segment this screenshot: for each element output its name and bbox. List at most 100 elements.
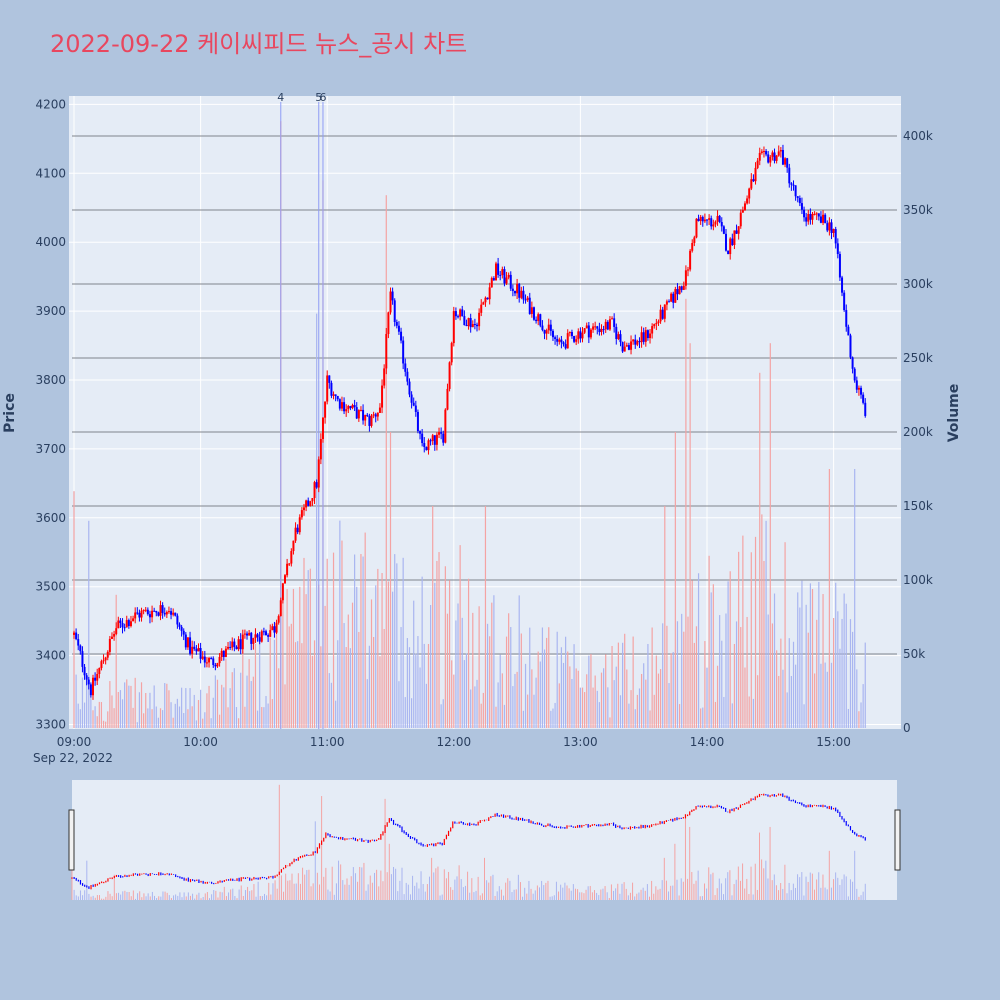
candle-body (703, 219, 706, 222)
candle-body (345, 409, 348, 412)
candle-body (400, 331, 403, 341)
candle-body (144, 609, 147, 611)
slider-volume-bar (431, 857, 433, 900)
range-slider-right-handle[interactable] (894, 809, 901, 871)
slider-volume-bar (659, 888, 661, 900)
volume-bar (252, 676, 254, 728)
slider-volume-bar (477, 876, 479, 900)
volume-bar (858, 711, 860, 728)
candle-body (404, 363, 407, 372)
slider-volume-bar (151, 891, 153, 900)
slider-volume-bar (469, 892, 471, 900)
candle-body (851, 357, 854, 369)
volume-bar (672, 652, 674, 728)
volume-bar (537, 651, 539, 728)
candle-body (142, 610, 145, 612)
slider-volume-bar (771, 880, 773, 900)
volume-bar (605, 654, 607, 728)
price-tick-label: 3600 (35, 511, 66, 525)
candle-body (362, 409, 365, 421)
candle-body (743, 203, 746, 211)
candle-body (796, 196, 799, 198)
slider-volume-bar (551, 896, 553, 900)
candle-body (235, 646, 238, 650)
candle-body (602, 329, 605, 331)
candle-body (608, 319, 611, 330)
volume-bar (748, 696, 750, 728)
volume-bar (716, 665, 719, 728)
volume-bar (187, 709, 189, 728)
candle-body (397, 325, 400, 332)
volume-bar (373, 636, 375, 728)
candle-body (752, 179, 755, 182)
volume-bar (811, 588, 814, 728)
candle-body (302, 507, 305, 511)
candle-body (292, 540, 295, 552)
price-tick-label: 4000 (35, 235, 66, 249)
volume-bar (259, 631, 261, 728)
volume-bar (655, 655, 657, 728)
slider-volume-bar (357, 881, 359, 900)
volume-bar (691, 580, 693, 728)
slider-volume-bar (149, 896, 151, 900)
slider-volume-bar (488, 882, 490, 900)
volume-bar (98, 701, 100, 728)
candle-body (486, 297, 489, 300)
candle-body (440, 432, 443, 434)
volume-bar (664, 506, 666, 728)
slider-volume-bar (79, 890, 81, 900)
volume-bar (782, 669, 784, 728)
candle-body (583, 328, 586, 333)
volume-bar (693, 642, 695, 728)
candle-body (706, 219, 708, 221)
candle-body (617, 334, 620, 339)
range-slider-left-handle[interactable] (68, 809, 75, 871)
slider-volume-bar (816, 879, 818, 900)
volume-bar (227, 707, 229, 728)
slider-volume-bar (342, 880, 344, 900)
candle-body (611, 318, 614, 320)
candle-body (560, 339, 563, 343)
candle-body (330, 382, 333, 396)
slider-volume-bar (253, 884, 255, 900)
slider-volume-bar (215, 890, 217, 900)
volume-bar (218, 714, 221, 728)
candle-body (281, 583, 284, 601)
volume-bar (119, 690, 122, 728)
candle-body (482, 302, 485, 305)
slider-volume-bar (128, 892, 130, 900)
candle-body (419, 431, 422, 434)
volume-bar (132, 707, 134, 728)
candle-body (319, 439, 322, 460)
candle-body (834, 229, 837, 244)
slider-volume-bar (826, 889, 828, 900)
volume-bar (375, 585, 377, 728)
volume-bar (200, 689, 202, 728)
candle-body (554, 337, 557, 339)
candle-body (186, 637, 189, 648)
slider-volume-bar (784, 864, 786, 900)
slider-volume-bar (223, 886, 225, 900)
slider-volume-bar (818, 872, 820, 900)
volume-bar (706, 667, 708, 728)
volume-bar (347, 614, 349, 728)
slider-volume-bar (668, 891, 670, 900)
slider-volume-bar (137, 893, 139, 900)
candle-body (349, 406, 352, 409)
slider-volume-bar (202, 897, 204, 900)
candle-body (497, 263, 500, 275)
volume-bar (560, 647, 563, 728)
volume-tick-label: 0 (903, 721, 911, 735)
volume-bar (550, 710, 552, 728)
slider-volume-bar (371, 882, 373, 900)
candle-body (484, 297, 487, 303)
volume-bar (73, 491, 75, 728)
volume-bar (81, 677, 84, 728)
volume-bar (432, 506, 434, 728)
slider-volume-bar (120, 894, 122, 900)
slider-volume-bar (714, 895, 716, 900)
slider-volume-bar (511, 892, 513, 900)
volume-bar (248, 659, 250, 728)
candle-body (750, 179, 753, 189)
